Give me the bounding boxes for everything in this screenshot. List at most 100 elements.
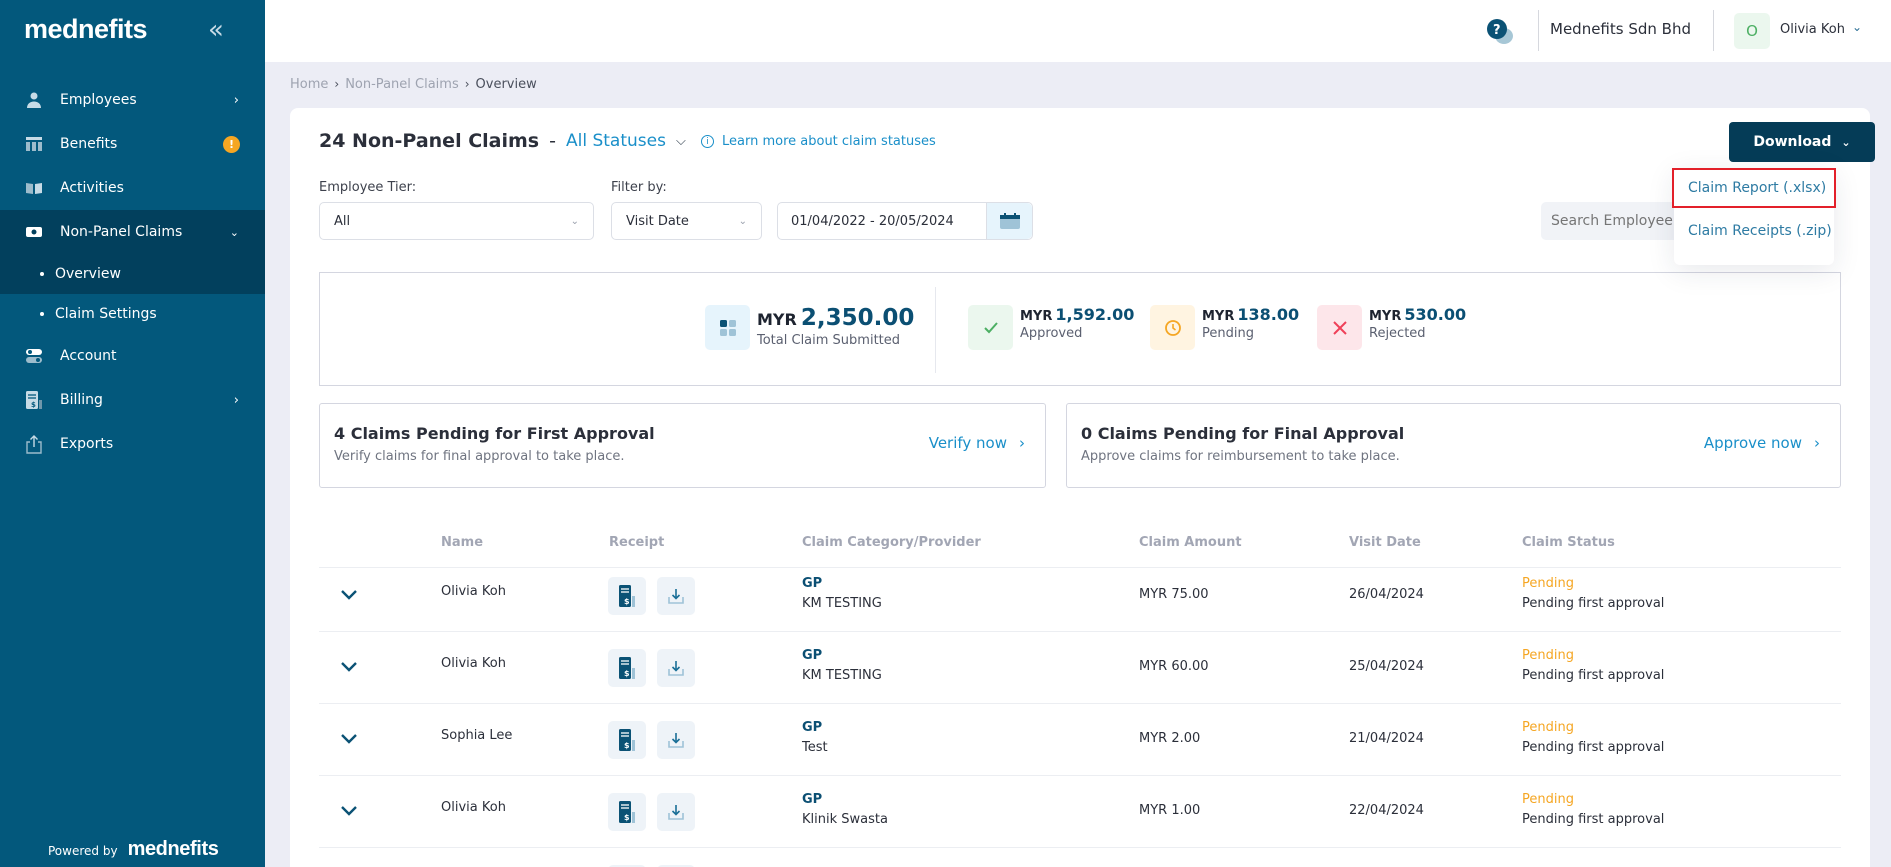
- x-icon: [1317, 305, 1362, 350]
- check-icon: [968, 305, 1013, 350]
- user-icon: [24, 91, 44, 109]
- sidebar-subitem-overview[interactable]: Overview: [0, 254, 265, 294]
- page-title: 24 Non-Panel Claims - All Statuses ⌵: [319, 130, 686, 152]
- col-category-provider[interactable]: Claim Category/Provider: [802, 535, 981, 550]
- clock-icon: [1150, 305, 1195, 350]
- sidebar-subitem-label: Claim Settings: [55, 306, 157, 322]
- first-approval-card: 4 Claims Pending for First Approval Veri…: [319, 403, 1046, 488]
- menu-item-claim-report[interactable]: Claim Report (.xlsx): [1672, 168, 1836, 208]
- download-receipt-button[interactable]: [657, 649, 695, 687]
- first-approval-subtitle: Verify claims for final approval to take…: [334, 449, 625, 464]
- chevron-down-icon[interactable]: [339, 584, 359, 604]
- sidebar-item-label: Exports: [60, 436, 114, 452]
- sidebar-subitem-claim-settings[interactable]: Claim Settings: [0, 294, 265, 334]
- top-header: ? Mednefits Sdn Bhd O Olivia Koh ⌄: [265, 0, 1891, 62]
- final-approval-subtitle: Approve claims for reimbursement to take…: [1081, 449, 1400, 464]
- rejected-label: Rejected: [1369, 326, 1426, 341]
- chevron-down-icon[interactable]: [339, 656, 359, 676]
- verify-now-link[interactable]: Verify now ›: [929, 434, 1025, 452]
- col-claim-status[interactable]: Claim Status: [1522, 535, 1615, 550]
- chevron-down-icon: ⌄: [229, 225, 239, 239]
- sidebar-item-label: Account: [60, 348, 117, 364]
- chevron-right-icon: ›: [233, 92, 239, 108]
- col-visit-date[interactable]: Visit Date: [1349, 535, 1421, 550]
- download-receipt-button[interactable]: [657, 865, 695, 867]
- table-row[interactable]: Olivia Koh $ GP KM TESTING MYR 60.00 25/…: [319, 632, 1841, 704]
- calendar-button[interactable]: [986, 203, 1032, 239]
- sidebar-item-benefits[interactable]: Benefits !: [0, 122, 265, 166]
- view-receipt-button[interactable]: $: [608, 577, 646, 615]
- table-row-partial[interactable]: [319, 848, 1841, 867]
- chevron-down-icon: ⌄: [570, 215, 579, 227]
- employee-tier-select[interactable]: All ⌄: [319, 202, 594, 240]
- sidebar-item-non-panel-claims[interactable]: Non-Panel Claims ⌄: [0, 210, 265, 254]
- employee-tier-label: Employee Tier:: [319, 180, 417, 195]
- menu-item-claim-receipts[interactable]: Claim Receipts (.zip): [1688, 223, 1832, 239]
- receipt-icon: $: [619, 585, 635, 607]
- grid-icon: [705, 305, 750, 350]
- table-row[interactable]: Olivia Koh $ GP Klinik Swasta MYR 1.00 2…: [319, 776, 1841, 848]
- sidebar-item-account[interactable]: Account: [0, 334, 265, 378]
- chevron-down-icon[interactable]: ⌄: [1852, 20, 1863, 34]
- table-row[interactable]: Sophia Lee $ GP Test MYR 2.00 21/04/2024…: [319, 704, 1841, 776]
- total-label: Total Claim Submitted: [757, 333, 901, 348]
- row-name: Olivia Koh: [441, 800, 506, 815]
- download-button[interactable]: Download ⌄: [1729, 122, 1875, 162]
- approve-now-link[interactable]: Approve now ›: [1704, 434, 1820, 452]
- download-menu: Claim Report (.xlsx) Claim Receipts (.zi…: [1672, 168, 1836, 265]
- sidebar-item-employees[interactable]: Employees ›: [0, 78, 265, 122]
- svg-text:$: $: [31, 401, 36, 409]
- status-filter-dropdown[interactable]: All Statuses ⌵: [566, 131, 686, 151]
- col-name[interactable]: Name: [441, 535, 484, 550]
- download-icon: [668, 733, 684, 748]
- receipt-icon: $: [619, 801, 635, 823]
- sidebar-item-activities[interactable]: Activities: [0, 166, 265, 210]
- date-range-input[interactable]: 01/04/2022 - 20/05/2024: [777, 202, 1033, 240]
- view-receipt-button[interactable]: $: [608, 793, 646, 831]
- row-name: Olivia Koh: [441, 656, 506, 671]
- help-chat-icon[interactable]: ?: [1485, 18, 1515, 46]
- download-receipt-button[interactable]: [657, 793, 695, 831]
- info-icon: i: [701, 135, 714, 148]
- row-visit-date: 21/04/2024: [1349, 731, 1424, 746]
- mednefits-logo[interactable]: mednefits: [24, 14, 148, 44]
- collapse-sidebar-icon[interactable]: «: [208, 15, 224, 45]
- row-category: GP: [802, 792, 823, 807]
- chevron-down-icon[interactable]: [339, 800, 359, 820]
- row-status: Pending: [1522, 576, 1574, 591]
- row-provider: Klinik Swasta: [802, 812, 888, 827]
- company-name: Mednefits Sdn Bhd: [1550, 20, 1691, 38]
- chevron-down-icon[interactable]: [339, 728, 359, 748]
- total-amount: 2,350.00: [800, 305, 915, 331]
- download-receipt-button[interactable]: [657, 721, 695, 759]
- bullet-icon: [40, 272, 44, 276]
- view-receipt-button[interactable]: $: [608, 721, 646, 759]
- row-status: Pending: [1522, 792, 1574, 807]
- sidebar-item-billing[interactable]: $ Billing ›: [0, 378, 265, 422]
- filter-by-label: Filter by:: [611, 180, 667, 195]
- sidebar-item-exports[interactable]: Exports: [0, 422, 265, 466]
- breadcrumb-non-panel-claims[interactable]: Non-Panel Claims: [345, 77, 459, 92]
- download-icon: [668, 805, 684, 820]
- view-receipt-button[interactable]: $: [608, 649, 646, 687]
- download-receipt-button[interactable]: [657, 577, 695, 615]
- row-amount: MYR 75.00: [1139, 587, 1209, 602]
- filter-by-select[interactable]: Visit Date ⌄: [611, 202, 762, 240]
- approved-amount: 1,592.00: [1055, 305, 1135, 324]
- sidebar-item-label: Employees: [60, 92, 137, 108]
- chevron-down-icon: ⌄: [1841, 135, 1851, 149]
- view-receipt-button[interactable]: [608, 865, 646, 867]
- learn-more-link[interactable]: i Learn more about claim statuses: [701, 134, 936, 149]
- user-menu[interactable]: Olivia Koh: [1780, 22, 1845, 37]
- avatar[interactable]: O: [1734, 13, 1770, 49]
- table-row[interactable]: Olivia Koh $ GP KM TESTING MYR 75.00 26/…: [319, 560, 1841, 632]
- col-claim-amount[interactable]: Claim Amount: [1139, 535, 1242, 550]
- claims-count-title: 24 Non-Panel Claims: [319, 130, 540, 152]
- powered-by-logo: mednefits: [127, 838, 219, 860]
- breadcrumb-home[interactable]: Home: [290, 77, 329, 92]
- currency-label: MYR: [1369, 309, 1402, 324]
- download-label: Download: [1753, 134, 1832, 150]
- bullet-icon: [40, 312, 44, 316]
- rejected-stat: MYR 530.00 Rejected: [1317, 305, 1466, 350]
- employee-tier-value: All: [334, 213, 351, 229]
